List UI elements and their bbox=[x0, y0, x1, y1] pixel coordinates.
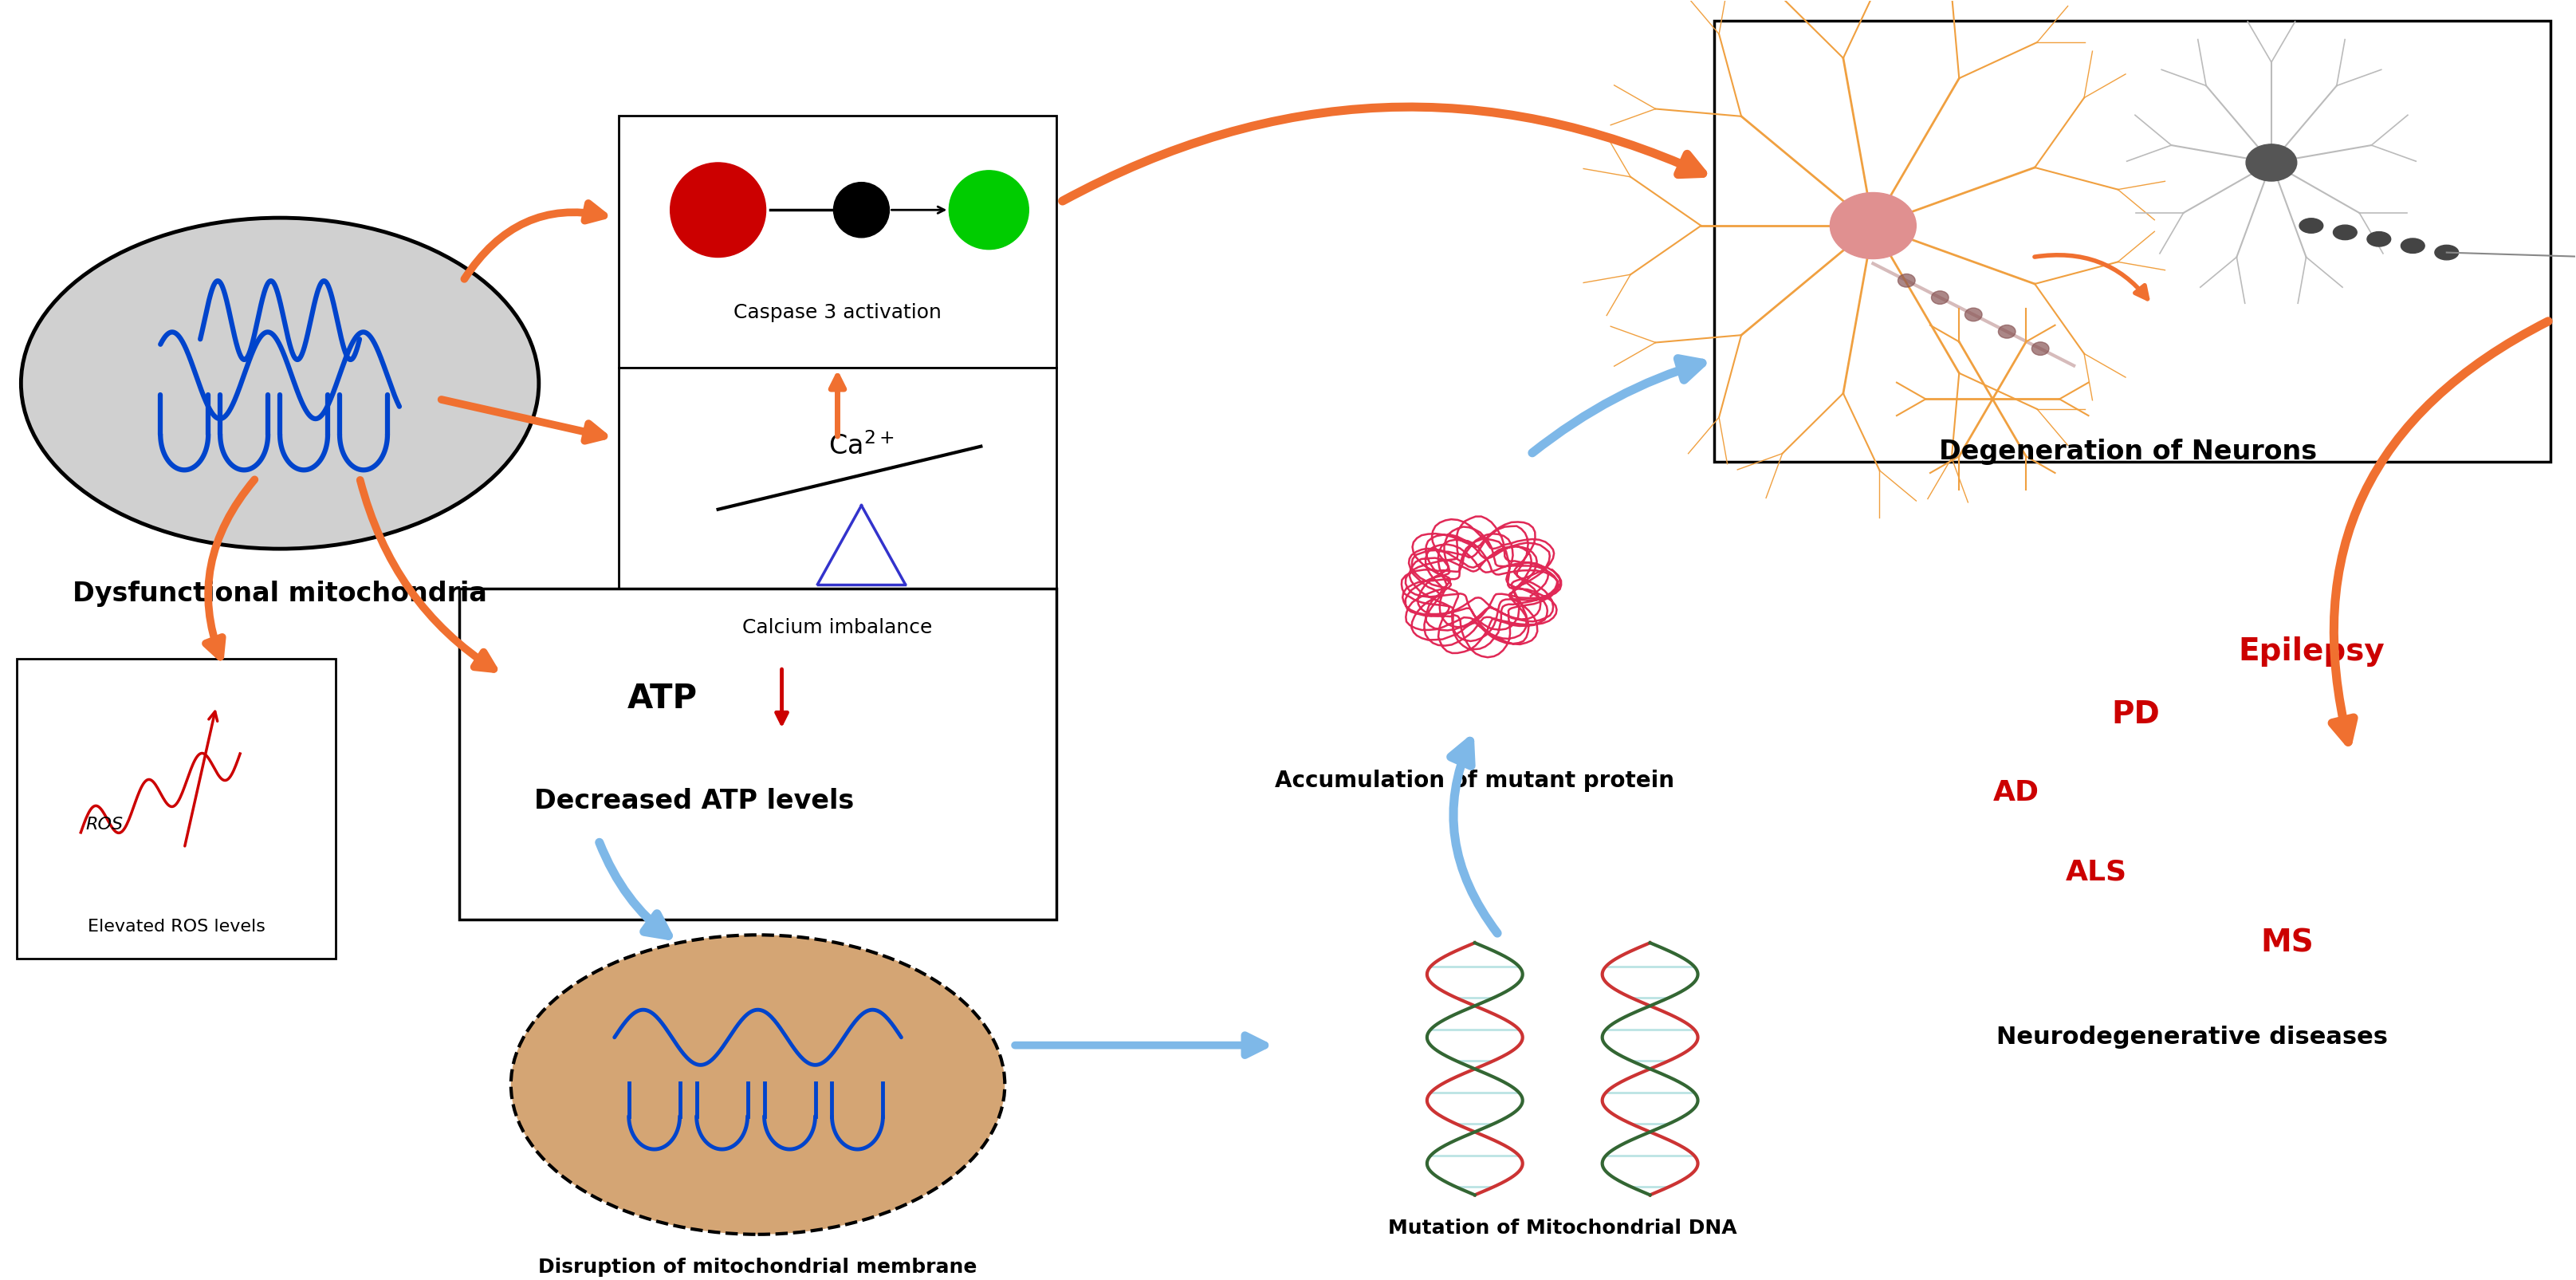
Ellipse shape bbox=[670, 163, 765, 257]
Text: Decreased ATP levels: Decreased ATP levels bbox=[533, 787, 855, 814]
Text: Mutation of Mitochondrial DNA: Mutation of Mitochondrial DNA bbox=[1388, 1219, 1736, 1238]
Ellipse shape bbox=[948, 170, 1028, 250]
Text: Calcium imbalance: Calcium imbalance bbox=[742, 618, 933, 637]
Text: Neurodegenerative diseases: Neurodegenerative diseases bbox=[1996, 1025, 2388, 1048]
Ellipse shape bbox=[2032, 342, 2048, 356]
Text: Elevated ROS levels: Elevated ROS levels bbox=[88, 919, 265, 934]
Text: MS: MS bbox=[2262, 928, 2313, 957]
Text: Dysfunctional mitochondria: Dysfunctional mitochondria bbox=[72, 580, 487, 607]
Ellipse shape bbox=[2434, 246, 2458, 260]
Ellipse shape bbox=[1899, 274, 1914, 287]
Ellipse shape bbox=[1999, 325, 2014, 338]
FancyBboxPatch shape bbox=[18, 659, 335, 959]
Text: Caspase 3 activation: Caspase 3 activation bbox=[734, 303, 940, 323]
FancyBboxPatch shape bbox=[618, 367, 1056, 667]
FancyBboxPatch shape bbox=[1713, 20, 2550, 462]
Text: ROS: ROS bbox=[85, 817, 124, 832]
Ellipse shape bbox=[2246, 145, 2298, 180]
Text: Ca$^{2+}$: Ca$^{2+}$ bbox=[829, 433, 894, 461]
Ellipse shape bbox=[2367, 232, 2391, 247]
Ellipse shape bbox=[2401, 238, 2424, 253]
Ellipse shape bbox=[510, 934, 1005, 1234]
FancyBboxPatch shape bbox=[618, 115, 1056, 367]
Text: PD: PD bbox=[2112, 699, 2161, 730]
Text: Degeneration of Neurons: Degeneration of Neurons bbox=[1940, 439, 2316, 465]
Text: AD: AD bbox=[1994, 780, 2040, 806]
Text: ATP: ATP bbox=[626, 682, 698, 716]
Ellipse shape bbox=[21, 218, 538, 549]
Ellipse shape bbox=[835, 182, 889, 238]
Ellipse shape bbox=[1829, 192, 1917, 259]
Ellipse shape bbox=[2300, 219, 2324, 233]
Text: Accumulation of mutant protein: Accumulation of mutant protein bbox=[1275, 769, 1674, 792]
Ellipse shape bbox=[2334, 225, 2357, 239]
Text: Epilepsy: Epilepsy bbox=[2239, 636, 2385, 667]
Ellipse shape bbox=[1932, 291, 1947, 305]
Text: Disruption of mitochondrial membrane: Disruption of mitochondrial membrane bbox=[538, 1258, 976, 1277]
Text: ALS: ALS bbox=[2066, 859, 2128, 886]
FancyBboxPatch shape bbox=[459, 589, 1056, 919]
Ellipse shape bbox=[1965, 308, 1981, 321]
